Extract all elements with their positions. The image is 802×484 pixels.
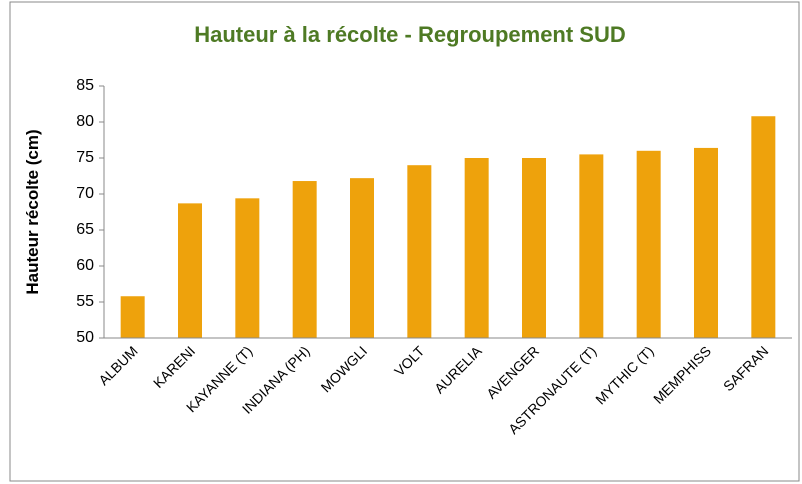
bar (579, 154, 604, 338)
y-tick-label: 80 (76, 113, 94, 130)
y-tick-label: 70 (76, 185, 94, 202)
bar (751, 116, 776, 339)
bar (407, 165, 432, 338)
bar (694, 147, 718, 338)
y-tick-label: 60 (76, 257, 94, 274)
y-tick-label: 50 (76, 329, 94, 346)
bar (636, 150, 661, 338)
y-tick-label: 85 (76, 77, 94, 94)
bar (350, 178, 374, 338)
y-tick-label: 55 (76, 293, 94, 310)
y-axis-label: Hauteur récolte (cm) (23, 129, 42, 294)
bar (522, 158, 546, 338)
chart-title: Hauteur à la récolte - Regroupement SUD (194, 22, 626, 47)
y-tick-label: 75 (76, 149, 94, 166)
chart-frame (9, 1, 800, 482)
bar (235, 198, 260, 338)
y-tick-label: 65 (76, 221, 94, 238)
bar (178, 203, 202, 338)
bar (464, 158, 489, 338)
bar (120, 296, 145, 338)
bar (292, 181, 317, 338)
